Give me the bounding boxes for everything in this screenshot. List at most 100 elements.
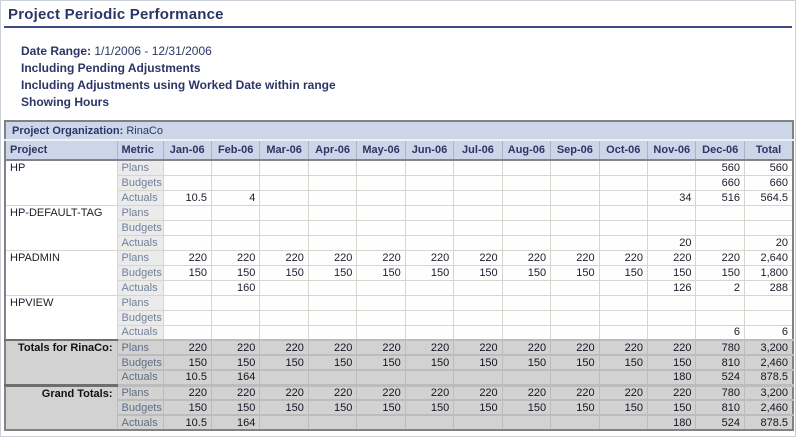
value-cell: 34 [647,189,697,206]
value-cell [550,324,600,341]
value-cell: 220 [598,249,649,266]
value-cell [501,204,552,221]
row-total-cell: 660 [743,174,794,191]
value-cell [162,204,212,221]
value-cell [356,414,406,431]
value-cell [356,204,406,221]
value-cell [404,204,455,221]
value-cell [550,159,600,176]
value-cell [550,279,600,296]
grand-totals-row: Budgets 150 150 150 150 150 150 150 150 150 150 150… [5,399,794,416]
value-cell [259,279,309,296]
value-cell [210,204,261,221]
value-cell [210,234,261,251]
value-cell: 150 [162,354,212,371]
col-header-month: Mar-06 [259,139,309,161]
metric-cell: Budgets [116,399,164,416]
value-cell [162,234,212,251]
value-cell [550,414,600,431]
value-cell: 220 [356,339,406,356]
value-cell: 220 [404,249,455,266]
value-cell [259,159,309,176]
metric-cell: Actuals [116,279,164,296]
value-cell [162,294,212,311]
row-total-cell: 288 [743,279,794,296]
value-cell: 220 [356,249,406,266]
value-cell [356,174,406,191]
value-cell [307,279,358,296]
metric-cell: Actuals [116,234,164,251]
value-cell [404,219,455,236]
totals-row: Totals for RinaCo: Plans 220 220 220 220 220 22… [4,339,794,386]
value-cell: 150 [307,354,358,371]
table-row: HPADMIN Plans 220 220 220 220 220 220 220 220 220 2… [4,249,794,296]
value-cell: 220 [550,383,600,401]
value-cell: 150 [210,399,261,416]
value-cell: 150 [550,399,600,416]
value-cell [695,309,745,326]
metric-cell: Actuals [116,414,164,431]
value-cell: 6 [695,324,745,341]
row-total-cell [743,294,794,311]
value-cell: 220 [210,249,261,266]
value-cell: 516 [695,189,745,206]
metric-cell: Budgets [116,174,164,191]
project-cell: HPADMIN [4,249,118,296]
value-cell [453,294,503,311]
metric-cell: Budgets [116,309,164,326]
report-criteria: Date Range: 1/1/2006 - 12/31/2006 Includ… [21,43,795,111]
value-cell [356,189,406,206]
value-cell: 560 [695,159,745,176]
row-total-cell [743,309,794,326]
value-cell [598,294,649,311]
value-cell [356,279,406,296]
value-cell: 150 [501,354,552,371]
value-cell: 150 [598,264,649,281]
value-cell [307,294,358,311]
value-cell [550,234,600,251]
value-cell [695,234,745,251]
value-cell [404,324,455,341]
value-cell [453,204,503,221]
value-cell [210,219,261,236]
value-cell [356,294,406,311]
value-cell: 524 [695,369,745,386]
metric-cell: Actuals [116,369,164,386]
value-cell [404,309,455,326]
value-cell: 150 [647,264,697,281]
value-cell [307,324,358,341]
value-cell [598,219,649,236]
value-cell [162,309,212,326]
value-cell [210,324,261,341]
value-cell [210,309,261,326]
value-cell: 160 [210,279,261,296]
col-header-month: Nov-06 [647,139,697,161]
value-cell: 150 [647,399,697,416]
value-cell [259,234,309,251]
col-header-month: Sep-06 [550,139,600,161]
totals-row: Budgets 150 150 150 150 150 150 150 150 150 150 150… [5,354,794,371]
value-cell: 150 [550,354,600,371]
value-cell [404,174,455,191]
metric-cell: Budgets [116,354,164,371]
table-row: Actuals 6 6 [5,324,794,341]
value-cell [550,189,600,206]
value-cell: 126 [647,279,697,296]
metric-cell: Plans [116,294,164,311]
table-row: HP Plans 560 560 [4,159,794,206]
totals-row: Actuals 10.5 164 180 524 878.5 [5,369,794,386]
value-cell [647,159,697,176]
value-cell: 20 [647,234,697,251]
column-header-row: Project Metric Jan-06 Feb-06 Mar-06 Apr-06 M… [4,139,794,161]
value-cell [550,309,600,326]
value-cell [259,414,309,431]
value-cell: 150 [307,399,358,416]
value-cell [307,204,358,221]
value-cell [404,159,455,176]
table-row: HP-DEFAULT-TAG Plans [4,204,794,251]
value-cell [501,174,552,191]
value-cell: 220 [259,249,309,266]
row-total-cell: 1,800 [743,264,794,281]
value-cell [695,294,745,311]
value-cell: 180 [647,369,697,386]
